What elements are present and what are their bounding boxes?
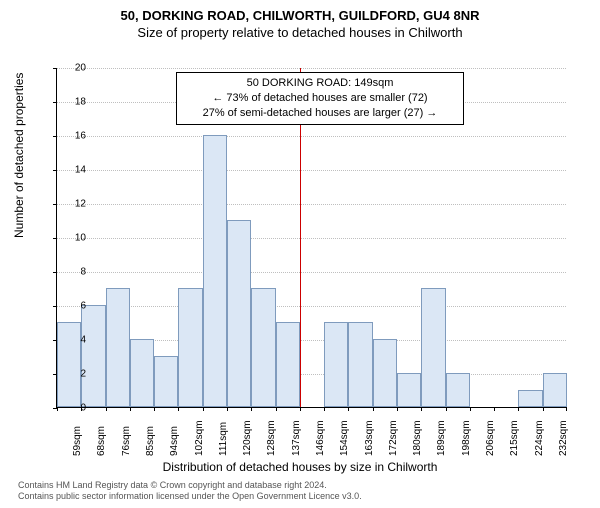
x-tick-label: 163sqm [364, 420, 375, 456]
annotation-line2: ← 73% of detached houses are smaller (72… [185, 91, 455, 106]
y-axis-label: Number of detached properties [12, 73, 26, 238]
y-tick-label: 2 [62, 369, 86, 380]
footer-line2: Contains public sector information licen… [18, 491, 362, 502]
x-tick-label: 198sqm [461, 420, 472, 456]
histogram-bar [348, 322, 372, 407]
histogram-bar [518, 390, 542, 407]
x-tick-label: 215sqm [509, 420, 520, 456]
annotation-line3: 27% of semi-detached houses are larger (… [185, 106, 455, 121]
y-tick-label: 0 [62, 403, 86, 414]
annotation-line1: 50 DORKING ROAD: 149sqm [185, 76, 455, 91]
histogram-bar [421, 288, 445, 407]
attribution-footer: Contains HM Land Registry data © Crown c… [18, 480, 362, 503]
y-tick-label: 14 [62, 165, 86, 176]
histogram-bar [130, 339, 154, 407]
x-tick-label: 137sqm [291, 420, 302, 456]
histogram-bar [446, 373, 470, 407]
x-tick-label: 146sqm [315, 420, 326, 456]
y-tick-label: 18 [62, 97, 86, 108]
gridline [57, 306, 566, 307]
y-tick-label: 16 [62, 131, 86, 142]
histogram-bar [154, 356, 178, 407]
histogram-bar [203, 135, 227, 407]
x-tick-label: 102sqm [194, 420, 205, 456]
x-tick-label: 94sqm [169, 426, 180, 456]
histogram-bar [227, 220, 251, 407]
y-tick-label: 6 [62, 301, 86, 312]
page-title: 50, DORKING ROAD, CHILWORTH, GUILDFORD, … [0, 8, 600, 23]
gridline [57, 136, 566, 137]
x-tick-label: 111sqm [218, 422, 229, 456]
x-tick-label: 59sqm [72, 426, 83, 456]
gridline [57, 204, 566, 205]
gridline [57, 238, 566, 239]
footer-line1: Contains HM Land Registry data © Crown c… [18, 480, 362, 491]
histogram-bar [251, 288, 275, 407]
histogram-bar [324, 322, 348, 407]
y-tick-label: 4 [62, 335, 86, 346]
histogram-bar [106, 288, 130, 407]
x-tick-label: 154sqm [339, 420, 350, 456]
y-tick-label: 12 [62, 199, 86, 210]
x-tick-label: 120sqm [242, 420, 253, 456]
histogram-bar [178, 288, 202, 407]
histogram-chart: 50 DORKING ROAD: 149sqm ← 73% of detache… [56, 68, 566, 408]
x-tick-label: 206sqm [485, 420, 496, 456]
histogram-bar [373, 339, 397, 407]
x-tick-label: 76sqm [121, 426, 132, 456]
x-axis-label: Distribution of detached houses by size … [0, 460, 600, 474]
x-tick-label: 189sqm [436, 420, 447, 456]
x-tick-label: 85sqm [145, 426, 156, 456]
histogram-bar [543, 373, 567, 407]
y-tick-label: 20 [62, 63, 86, 74]
y-tick-label: 10 [62, 233, 86, 244]
x-tick-label: 172sqm [388, 420, 399, 456]
gridline [57, 68, 566, 69]
annotation-box: 50 DORKING ROAD: 149sqm ← 73% of detache… [176, 72, 464, 125]
x-tick-label: 180sqm [412, 420, 423, 456]
gridline [57, 170, 566, 171]
gridline [57, 272, 566, 273]
histogram-bar [397, 373, 421, 407]
y-tick-label: 8 [62, 267, 86, 278]
page-subtitle: Size of property relative to detached ho… [0, 25, 600, 40]
x-tick-label: 224sqm [534, 420, 545, 456]
x-tick-label: 232sqm [558, 420, 569, 456]
histogram-bar [81, 305, 105, 407]
x-tick-label: 128sqm [266, 420, 277, 456]
x-tick-label: 68sqm [96, 426, 107, 456]
histogram-bar [276, 322, 300, 407]
